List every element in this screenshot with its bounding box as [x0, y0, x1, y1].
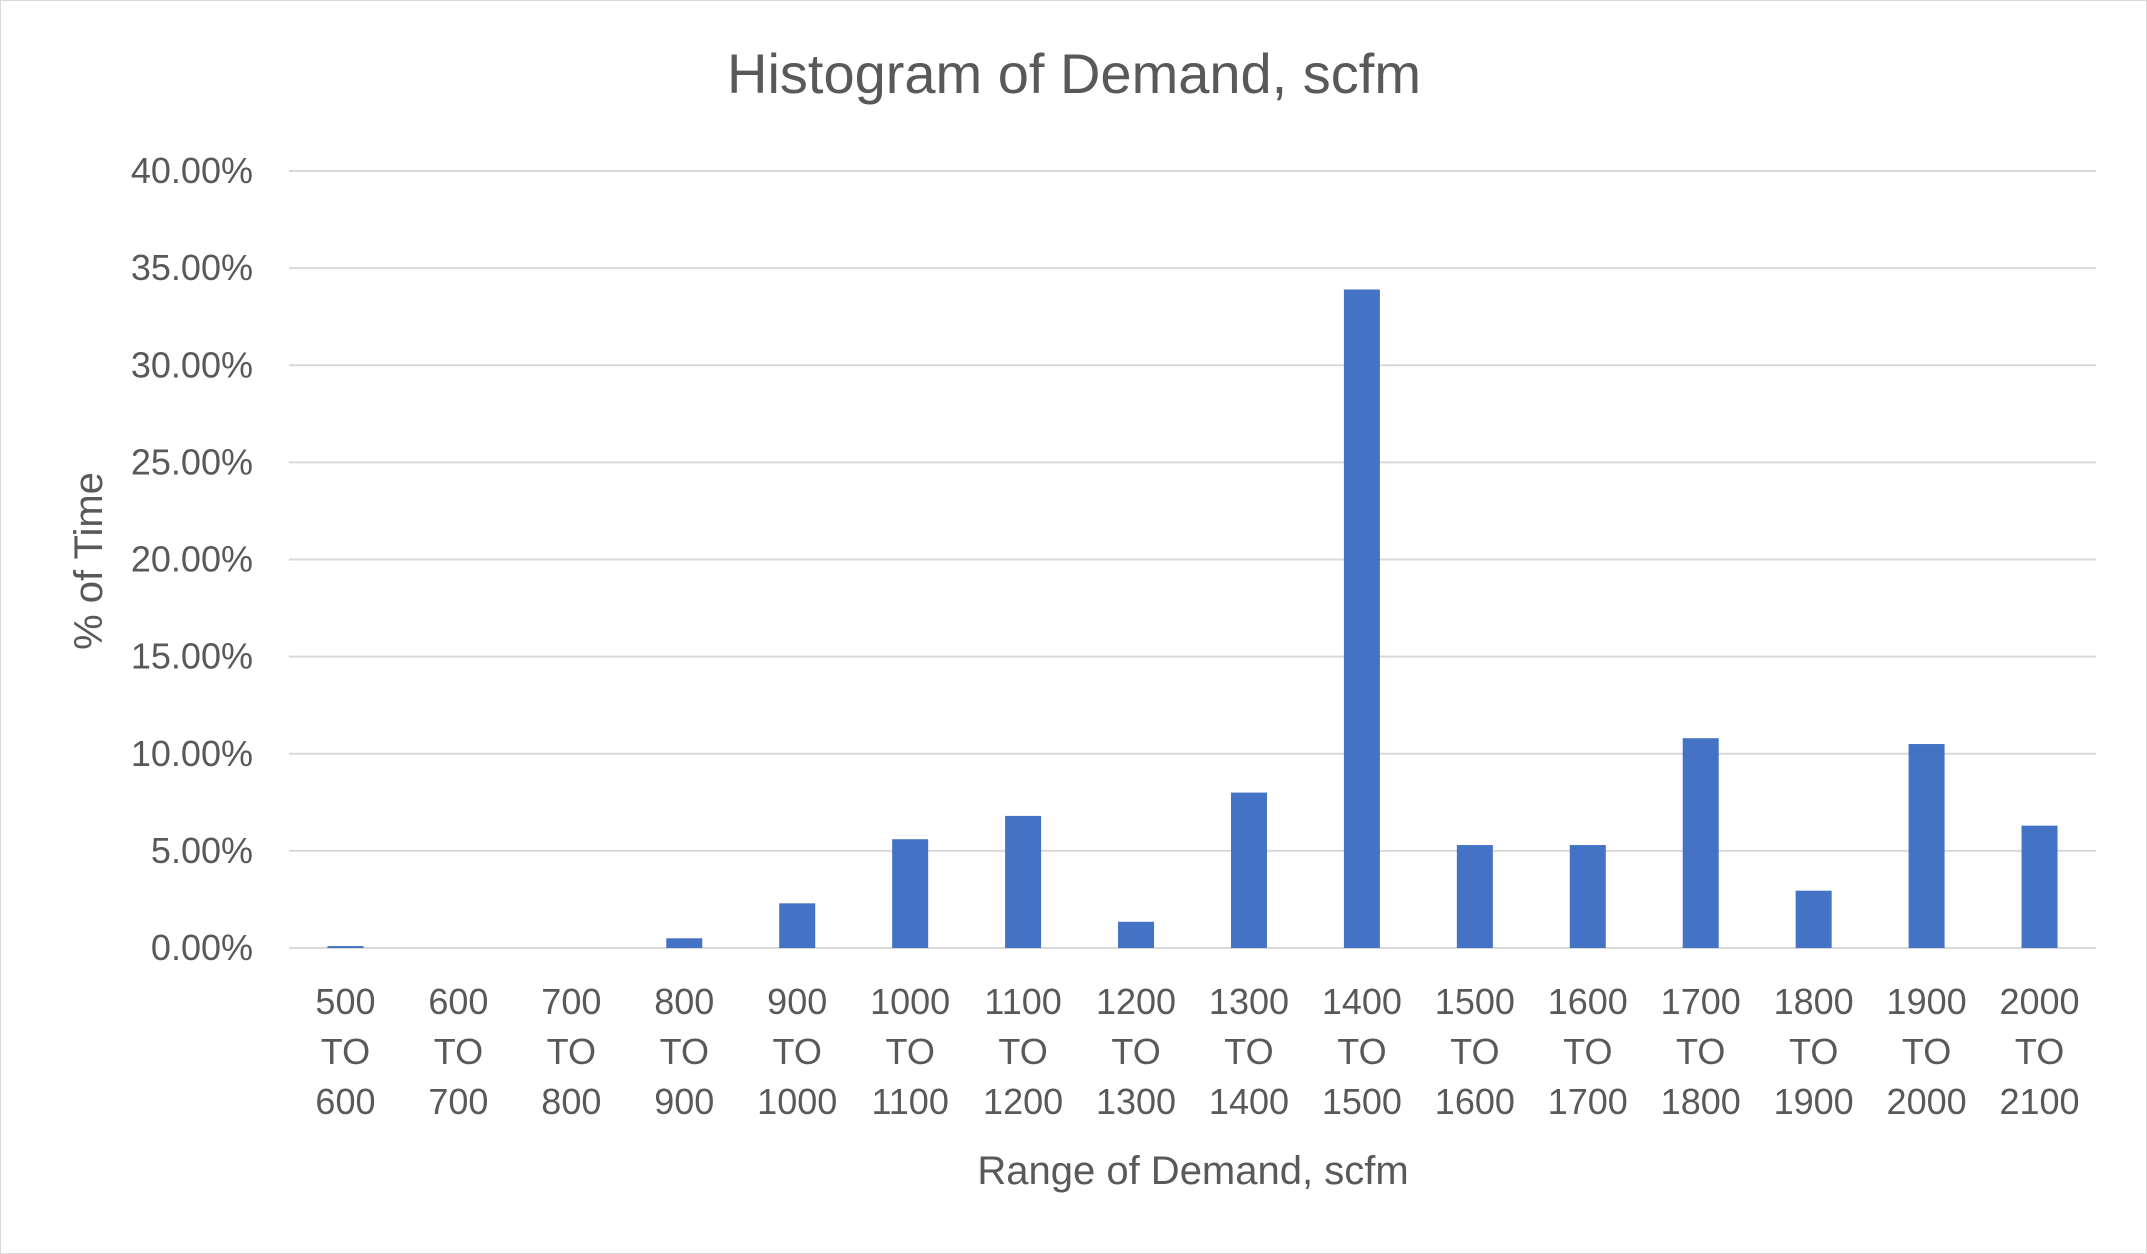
y-tick-label: 40.00% — [131, 150, 253, 191]
bar — [1118, 921, 1155, 948]
bar — [666, 938, 703, 948]
x-tick-label: 1900 TO 2000 — [1887, 981, 1967, 1122]
x-tick-label: 900 TO 1000 — [757, 981, 837, 1122]
bar — [1795, 890, 1832, 948]
bar — [1456, 845, 1493, 948]
x-tick-label: 1700 TO 1800 — [1661, 981, 1741, 1122]
x-tick-label: 1500 TO 1600 — [1435, 981, 1515, 1122]
x-tick-label: 700 TO 800 — [541, 981, 601, 1122]
y-tick-label: 20.00% — [131, 539, 253, 580]
bar — [779, 903, 816, 948]
x-tick-label: 1300 TO 1400 — [1209, 981, 1289, 1122]
x-tick-label: 1200 TO 1300 — [1096, 981, 1176, 1122]
y-tick-label: 30.00% — [131, 344, 253, 385]
bar — [1569, 845, 1606, 948]
x-tick-label: 2000 TO 2100 — [1999, 981, 2079, 1122]
y-tick-labels: 0.00% 5.00% 10.00% 15.00% 20.00% 25.00% 30.00%… — [131, 150, 253, 968]
x-tick-label: 1400 TO 1500 — [1322, 981, 1402, 1122]
x-tick-label: 500 TO 600 — [315, 981, 375, 1122]
y-axis-title: % of Time — [67, 472, 111, 650]
y-tick-label: 0.00% — [151, 927, 253, 968]
bar — [1908, 744, 1945, 948]
y-tick-label: 5.00% — [151, 830, 253, 871]
bar — [1230, 792, 1267, 948]
bar — [1005, 815, 1042, 948]
bar — [2021, 825, 2058, 948]
x-tick-label: 1600 TO 1700 — [1548, 981, 1628, 1122]
bars — [327, 289, 2058, 948]
y-tick-label: 15.00% — [131, 636, 253, 677]
bar — [1682, 738, 1719, 948]
chart-title: Histogram of Demand, scfm — [727, 42, 1421, 105]
x-tick-label: 1100 TO 1200 — [983, 981, 1063, 1122]
bar — [327, 946, 364, 948]
x-tick-label: 1800 TO 1900 — [1774, 981, 1854, 1122]
x-tick-label: 1000 TO 1100 — [870, 981, 950, 1122]
x-tick-label: 600 TO 700 — [428, 981, 488, 1122]
y-tick-label: 10.00% — [131, 733, 253, 774]
x-axis-title: Range of Demand, scfm — [977, 1149, 1408, 1193]
bar — [892, 839, 929, 948]
bar — [1343, 289, 1380, 948]
y-tick-label: 35.00% — [131, 247, 253, 288]
y-tick-label: 25.00% — [131, 441, 253, 482]
x-tick-label: 800 TO 900 — [654, 981, 714, 1122]
gridlines — [289, 170, 2096, 949]
x-tick-labels: 500 TO 600 600 TO 700 700 TO 800 800 TO 900 900 TO 100… — [315, 981, 2079, 1122]
